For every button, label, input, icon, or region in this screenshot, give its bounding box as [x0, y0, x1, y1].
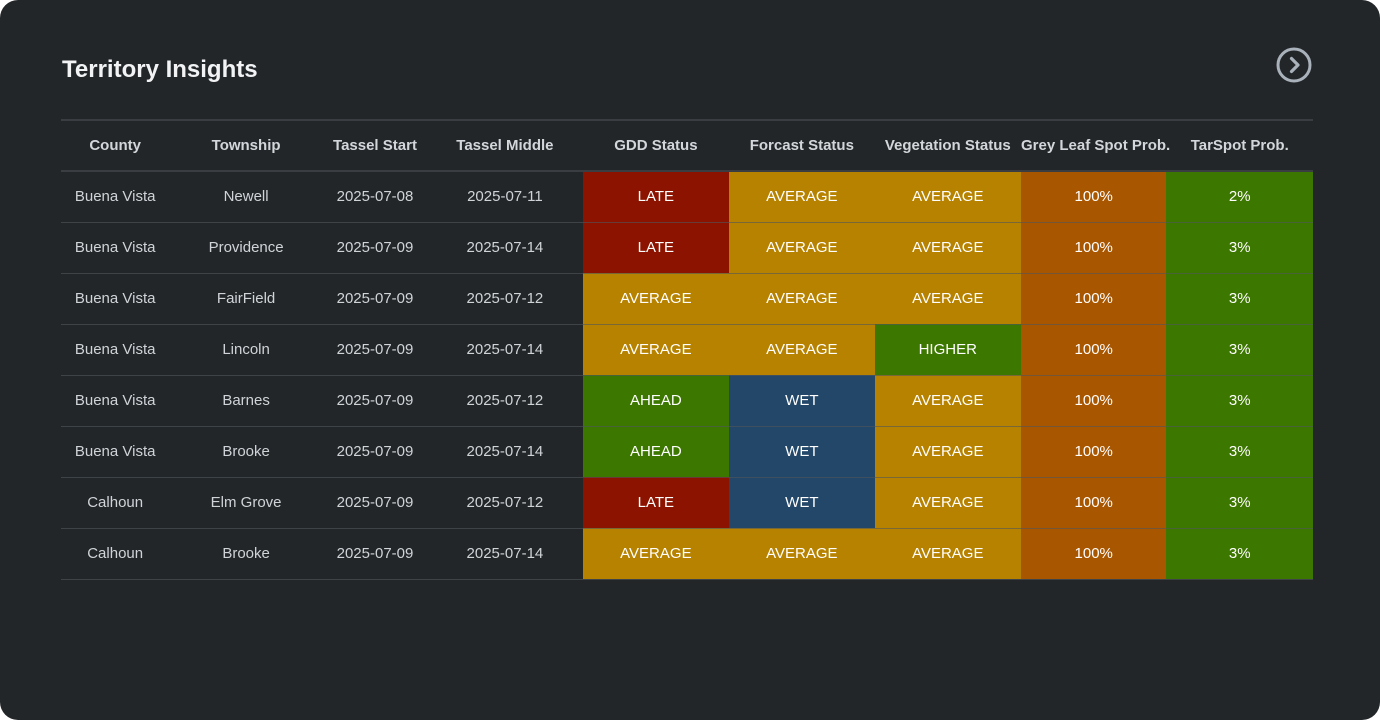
county-cell: Buena Vista [74, 188, 156, 206]
column-header-forcast-status[interactable]: Forcast Status [749, 137, 854, 154]
page-title: Territory Insights [62, 56, 258, 83]
tarspot-prob-cell: 3% [1166, 426, 1313, 477]
gdd-status-cell: AVERAGE [582, 324, 730, 375]
tassel-start-cell: 2025-07-09 [336, 545, 414, 562]
next-button[interactable] [1276, 47, 1312, 83]
grey-leaf-spot-prob-cell: 100% [1021, 222, 1167, 273]
township-cell: Lincoln [222, 341, 270, 358]
grey-leaf-spot-prob-cell: 100% [1021, 477, 1167, 528]
forcast-status-cell: AVERAGE [729, 171, 875, 222]
gdd-status-cell: AHEAD [582, 426, 730, 477]
column-header-township[interactable]: Township [211, 137, 281, 154]
grey-leaf-spot-prob-cell: 100% [1021, 171, 1167, 222]
tassel-middle-cell: 2025-07-11 [467, 188, 543, 206]
gdd-status-cell: AHEAD [582, 375, 730, 426]
gdd-status-cell: LATE [582, 477, 730, 528]
township-cell: Elm Grove [210, 494, 282, 511]
table-row: Buena Vista Providence 2025-07-09 2025-07-1… [61, 222, 1313, 273]
tassel-start-cell: 2025-07-09 [336, 494, 414, 511]
gdd-status-cell: AVERAGE [582, 273, 730, 324]
forcast-status-cell: WET [729, 375, 875, 426]
tassel-start-cell: 2025-07-08 [336, 188, 414, 206]
table-row: Buena Vista Barnes 2025-07-09 2025-07-12 AHE… [61, 375, 1313, 426]
table-row: Buena Vista Newell 2025-07-08 2025-07-11 LAT… [61, 171, 1313, 222]
township-cell: FairField [216, 290, 276, 307]
tarspot-prob-cell: 3% [1166, 222, 1313, 273]
column-header-vegetation-status[interactable]: Vegetation Status [884, 137, 1011, 154]
vegetation-status-cell: AVERAGE [874, 171, 1021, 222]
forcast-status-cell: WET [729, 426, 875, 477]
forcast-status-cell: AVERAGE [729, 222, 875, 273]
tassel-middle-cell: 2025-07-14 [466, 545, 544, 562]
forcast-status-cell: AVERAGE [729, 324, 875, 375]
tassel-middle-cell: 2025-07-12 [466, 494, 544, 511]
tarspot-prob-cell: 3% [1166, 324, 1313, 375]
grey-leaf-spot-prob-cell: 100% [1021, 273, 1167, 324]
forcast-status-cell: AVERAGE [729, 273, 875, 324]
grey-leaf-spot-prob-cell: 100% [1021, 324, 1167, 375]
grey-leaf-spot-prob-cell: 100% [1021, 426, 1167, 477]
county-cell: Buena Vista [74, 290, 156, 307]
vegetation-status-cell: AVERAGE [874, 528, 1021, 579]
county-cell: Calhoun [87, 494, 144, 511]
vegetation-status-cell: AVERAGE [874, 426, 1021, 477]
grey-leaf-spot-prob-cell: 100% [1021, 528, 1167, 579]
township-cell: Providence [208, 239, 284, 256]
tassel-middle-cell: 2025-07-12 [466, 392, 544, 409]
county-cell: Buena Vista [74, 443, 156, 460]
tassel-start-cell: 2025-07-09 [336, 392, 414, 409]
forcast-status-cell: AVERAGE [729, 528, 875, 579]
gdd-status-cell: LATE [582, 171, 730, 222]
tarspot-prob-cell: 3% [1166, 375, 1313, 426]
tassel-start-cell: 2025-07-09 [336, 341, 414, 358]
tarspot-prob-cell: 3% [1166, 477, 1313, 528]
gdd-status-cell: AVERAGE [582, 528, 730, 579]
table-row: Buena Vista FairField 2025-07-09 2025-07-12… [61, 273, 1313, 324]
county-cell: Buena Vista [74, 392, 156, 409]
tassel-start-cell: 2025-07-09 [336, 443, 414, 460]
insights-table: County Township Tassel Start Tassel Midd… [61, 119, 1313, 580]
tarspot-prob-cell: 3% [1166, 273, 1313, 324]
tarspot-prob-cell: 2% [1166, 171, 1313, 222]
tassel-start-cell: 2025-07-09 [336, 239, 414, 256]
township-cell: Brooke [222, 443, 270, 460]
table-row: Buena Vista Lincoln 2025-07-09 2025-07-14 AV… [61, 324, 1313, 375]
tarspot-prob-cell: 3% [1166, 528, 1313, 579]
vegetation-status-cell: HIGHER [874, 324, 1021, 375]
county-cell: Calhoun [87, 545, 144, 562]
tassel-start-cell: 2025-07-09 [336, 290, 414, 307]
tassel-middle-cell: 2025-07-14 [466, 443, 544, 460]
gdd-status-cell: LATE [582, 222, 730, 273]
vegetation-status-cell: AVERAGE [874, 375, 1021, 426]
tassel-middle-cell: 2025-07-12 [466, 290, 544, 307]
column-header-tarspot-prob[interactable]: TarSpot Prob. [1190, 137, 1289, 154]
township-cell: Barnes [222, 392, 270, 409]
grey-leaf-spot-prob-cell: 100% [1021, 375, 1167, 426]
county-cell: Buena Vista [74, 239, 156, 256]
county-cell: Buena Vista [74, 341, 156, 358]
township-cell: Brooke [222, 545, 270, 562]
tassel-middle-cell: 2025-07-14 [466, 341, 544, 358]
chevron-right-circle-icon [1276, 47, 1312, 83]
table-row: Calhoun Brooke 2025-07-09 2025-07-14 AVERAGE… [61, 528, 1313, 579]
forcast-status-cell: WET [729, 477, 875, 528]
table-row: Buena Vista Brooke 2025-07-09 2025-07-14 AHE… [61, 426, 1313, 477]
table-header-row: County Township Tassel Start Tassel Midd… [61, 120, 1313, 171]
vegetation-status-cell: AVERAGE [874, 273, 1021, 324]
tassel-middle-cell: 2025-07-14 [466, 239, 544, 256]
column-header-tassel-middle[interactable]: Tassel Middle [456, 137, 554, 154]
column-header-grey-leaf-spot-prob[interactable]: Grey Leaf Spot Prob. [1021, 137, 1171, 154]
table-row: Calhoun Elm Grove 2025-07-09 2025-07-12 LATE… [61, 477, 1313, 528]
column-header-county[interactable]: County [89, 137, 141, 154]
vegetation-status-cell: AVERAGE [874, 477, 1021, 528]
column-header-tassel-start[interactable]: Tassel Start [333, 137, 417, 154]
township-cell: Newell [223, 188, 269, 206]
column-header-gdd-status[interactable]: GDD Status [614, 137, 698, 154]
vegetation-status-cell: AVERAGE [874, 222, 1021, 273]
